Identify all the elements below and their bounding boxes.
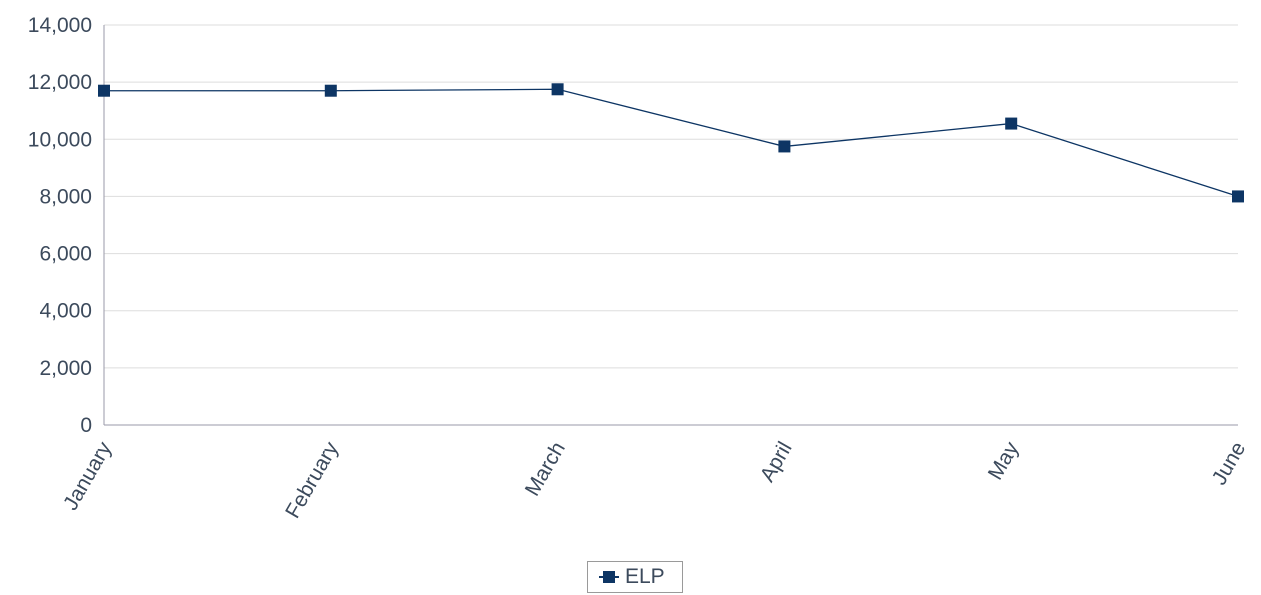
y-tick-label: 0 [80, 414, 92, 437]
x-tick-label: April [756, 438, 797, 486]
y-tick-label: 14,000 [28, 14, 92, 37]
series-line-elp [104, 88, 1239, 198]
data-point-marker [778, 140, 791, 153]
x-tick-label: June [1208, 438, 1251, 489]
legend-swatch-elp [599, 570, 619, 584]
legend-label-elp: ELP [625, 565, 665, 588]
y-tick-label: 10,000 [28, 128, 92, 151]
y-tick-label: 4,000 [39, 300, 92, 323]
legend-square-marker-icon [603, 571, 615, 583]
x-tick-label: February [281, 438, 343, 523]
data-point-marker [551, 83, 564, 96]
y-tick-label: 8,000 [39, 185, 92, 208]
x-tick-label: January [59, 438, 117, 515]
x-tick-label: May [984, 438, 1024, 484]
legend: ELP [587, 561, 683, 593]
data-point-marker [1232, 190, 1244, 203]
data-point-marker [98, 84, 110, 97]
y-tick-label: 6,000 [39, 243, 92, 266]
y-tick-label: 2,000 [39, 357, 92, 380]
y-tick-label: 12,000 [28, 71, 92, 94]
data-point-marker [324, 84, 337, 97]
data-point-marker [1005, 117, 1018, 130]
x-tick-label: March [521, 438, 570, 500]
